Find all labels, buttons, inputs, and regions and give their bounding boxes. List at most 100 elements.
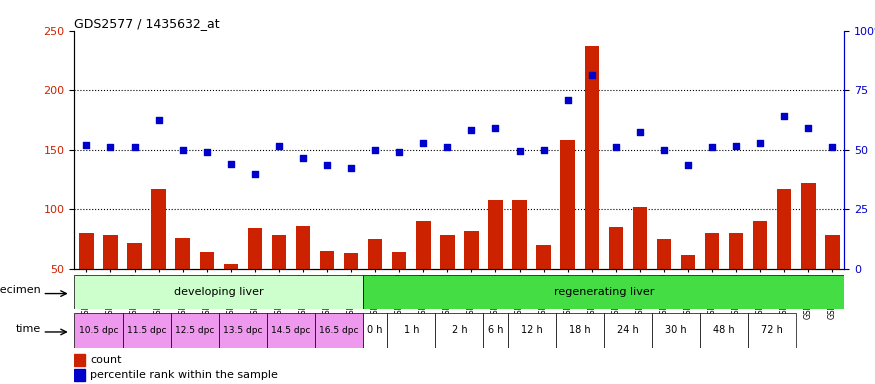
- Bar: [729, 233, 744, 269]
- Point: [705, 144, 719, 151]
- Point: [416, 139, 430, 146]
- Bar: [103, 235, 117, 269]
- Point: [825, 144, 839, 151]
- Bar: [363, 275, 844, 309]
- Text: percentile rank within the sample: percentile rank within the sample: [90, 370, 278, 380]
- Point: [224, 161, 238, 167]
- Text: 2 h: 2 h: [452, 325, 467, 335]
- Point: [103, 144, 117, 151]
- Bar: [633, 207, 648, 269]
- Bar: [392, 252, 406, 269]
- Bar: [652, 313, 700, 348]
- Bar: [604, 313, 652, 348]
- Bar: [561, 140, 575, 269]
- Bar: [748, 313, 796, 348]
- Text: 30 h: 30 h: [665, 325, 687, 335]
- Bar: [224, 264, 238, 269]
- Point: [633, 129, 647, 135]
- Text: 11.5 dpc: 11.5 dpc: [127, 326, 166, 335]
- Bar: [507, 313, 556, 348]
- Bar: [219, 313, 267, 348]
- Bar: [320, 251, 334, 269]
- Bar: [825, 235, 840, 269]
- Bar: [436, 313, 483, 348]
- Bar: [363, 313, 388, 348]
- Bar: [753, 221, 767, 269]
- Text: 0 h: 0 h: [368, 325, 383, 335]
- Bar: [440, 235, 455, 269]
- Bar: [681, 255, 696, 269]
- Point: [151, 117, 165, 123]
- Bar: [151, 189, 166, 269]
- Bar: [705, 233, 719, 269]
- Bar: [123, 313, 171, 348]
- Text: regenerating liver: regenerating liver: [554, 287, 654, 297]
- Point: [753, 139, 767, 146]
- Bar: [513, 200, 527, 269]
- Bar: [700, 313, 748, 348]
- Bar: [777, 189, 792, 269]
- Bar: [74, 275, 363, 309]
- Bar: [296, 226, 311, 269]
- Point: [248, 170, 262, 177]
- Text: 24 h: 24 h: [617, 325, 639, 335]
- Text: 48 h: 48 h: [713, 325, 735, 335]
- Point: [465, 126, 479, 132]
- Text: developing liver: developing liver: [174, 287, 263, 297]
- Text: 14.5 dpc: 14.5 dpc: [271, 326, 311, 335]
- Point: [200, 149, 214, 155]
- Bar: [267, 313, 315, 348]
- Bar: [465, 231, 479, 269]
- Bar: [175, 238, 190, 269]
- Point: [440, 144, 454, 151]
- Point: [513, 148, 527, 154]
- Text: 12 h: 12 h: [521, 325, 542, 335]
- Bar: [248, 228, 262, 269]
- Text: time: time: [16, 323, 41, 334]
- Point: [777, 113, 791, 119]
- Bar: [368, 239, 382, 269]
- Point: [80, 142, 94, 148]
- Point: [488, 125, 502, 131]
- Point: [176, 147, 190, 153]
- Bar: [171, 313, 219, 348]
- Bar: [128, 243, 142, 269]
- Bar: [802, 183, 816, 269]
- Text: GDS2577 / 1435632_at: GDS2577 / 1435632_at: [74, 17, 220, 30]
- Bar: [609, 227, 623, 269]
- Point: [657, 147, 671, 153]
- Bar: [80, 233, 94, 269]
- Bar: [315, 313, 363, 348]
- Point: [802, 125, 816, 131]
- Bar: [556, 313, 604, 348]
- Point: [296, 155, 310, 161]
- Point: [681, 162, 695, 168]
- Point: [584, 72, 598, 78]
- Bar: [416, 221, 430, 269]
- Text: 13.5 dpc: 13.5 dpc: [223, 326, 262, 335]
- Point: [272, 143, 286, 149]
- Point: [320, 162, 334, 168]
- Bar: [536, 245, 551, 269]
- Point: [368, 147, 382, 153]
- Bar: [483, 313, 508, 348]
- Bar: [74, 313, 122, 348]
- Bar: [200, 252, 214, 269]
- Text: 72 h: 72 h: [761, 325, 783, 335]
- Text: specimen: specimen: [0, 285, 41, 295]
- Bar: [344, 253, 359, 269]
- Bar: [74, 354, 85, 366]
- Point: [392, 149, 406, 155]
- Bar: [74, 369, 85, 381]
- Bar: [488, 200, 503, 269]
- Text: 12.5 dpc: 12.5 dpc: [175, 326, 214, 335]
- Text: 18 h: 18 h: [569, 325, 591, 335]
- Bar: [271, 235, 286, 269]
- Bar: [657, 239, 671, 269]
- Point: [561, 97, 575, 103]
- Point: [729, 143, 743, 149]
- Point: [609, 144, 623, 151]
- Text: 6 h: 6 h: [487, 325, 503, 335]
- Text: 1 h: 1 h: [403, 325, 419, 335]
- Bar: [584, 46, 598, 269]
